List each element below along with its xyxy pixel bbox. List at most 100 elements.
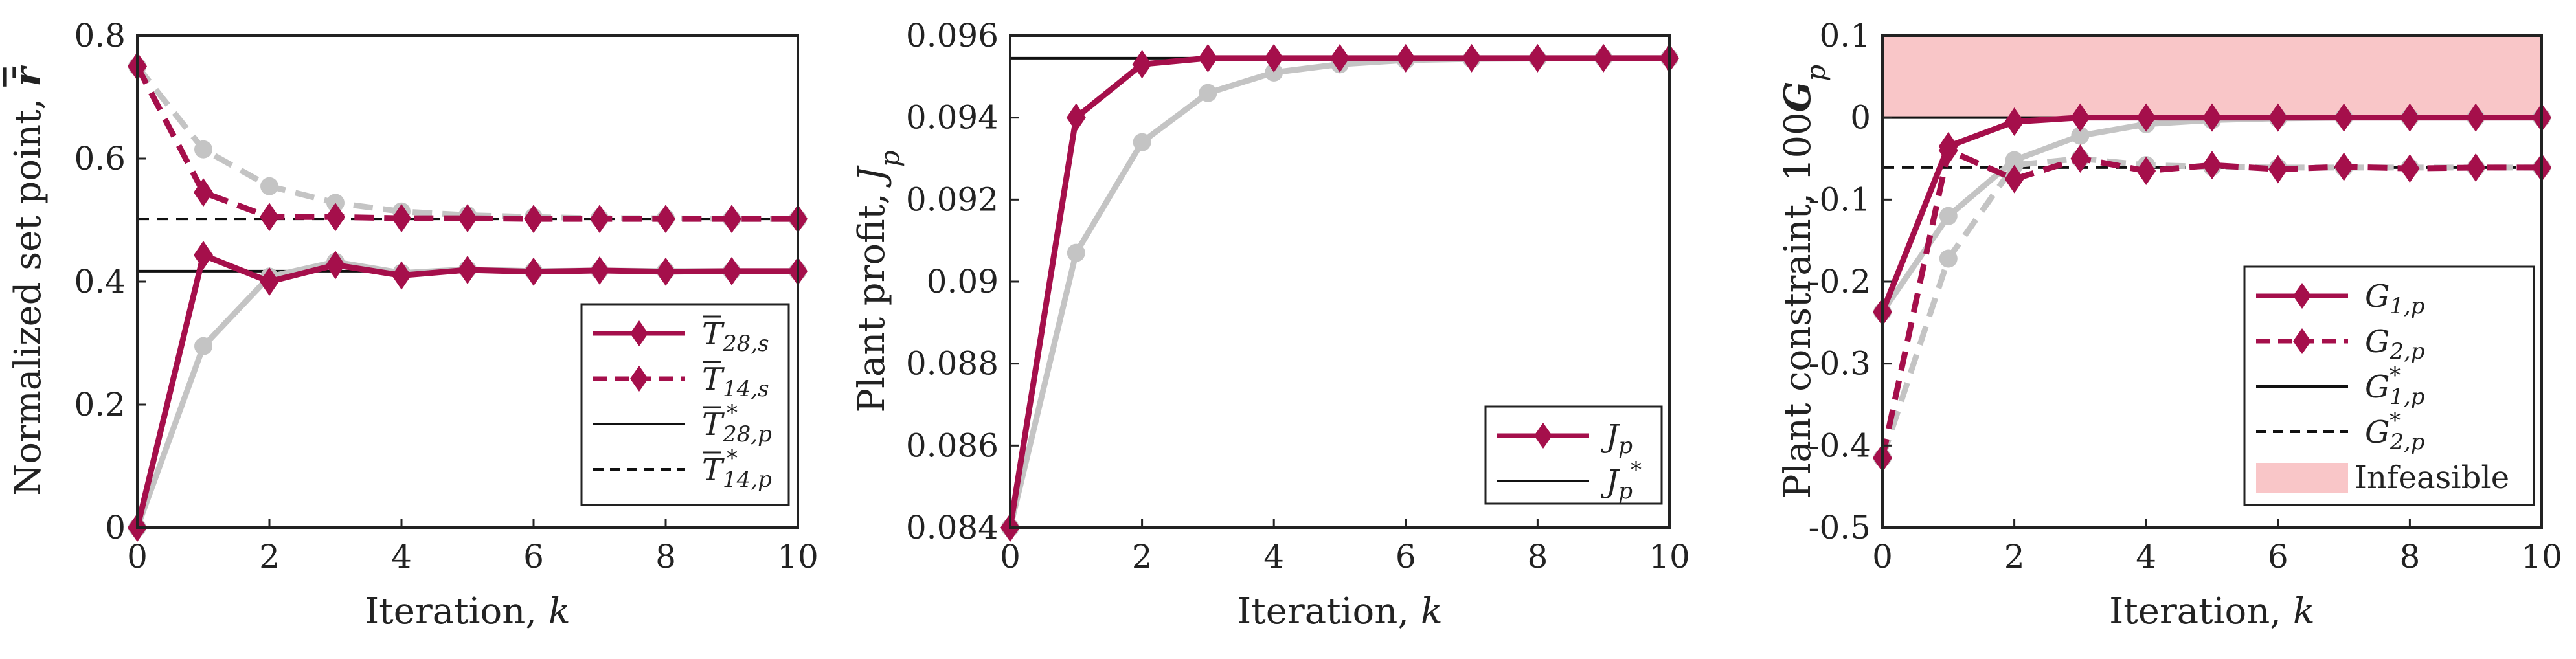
chart-panel-2: 0 2 4 6 8 10 0.084 0.086 0.088 0.09 0.092 0.094 0.09… [851, 17, 1690, 632]
legend-sup-3: * [2390, 363, 2401, 388]
data-point-3-2-9 [2466, 153, 2486, 182]
legend-label-2: G2,p [2365, 324, 2425, 364]
data-point-2-1-8 [1528, 43, 1548, 73]
data-point-1-2-2 [260, 203, 279, 232]
y-tick-label: -0.4 [1809, 427, 1871, 464]
legend-box [580, 303, 790, 506]
legend-3: G1,pG2,pG1,p*G2,p*Infeasible [2243, 265, 2535, 506]
legend-infeasible-swatch [2256, 463, 2348, 493]
legend-label-1: T28,s [702, 316, 769, 357]
legend-marker-1 [1534, 423, 1552, 449]
y-axis-label: Plant constraint, 100Gp [1776, 65, 1831, 498]
y-tick-label: 0 [1850, 99, 1871, 137]
data-point-1-1-4 [392, 261, 411, 290]
x-tick-label: 0 [1000, 538, 1021, 575]
data-point-1-1-8 [656, 257, 675, 286]
legend-label-3: G1,p [2365, 369, 2425, 410]
series-line-3-2 [1879, 147, 2542, 459]
x-tick-label: 4 [1263, 538, 1284, 575]
x-tick-label: 10 [1649, 538, 1690, 575]
x-tick-label: 10 [2521, 538, 2562, 575]
data-point-2-3-2 [1133, 133, 1151, 151]
y-axis-label: Normalized set point, r̄ [6, 65, 49, 496]
data-point-1-2-3 [326, 203, 345, 232]
data-point-3-2-3 [2070, 144, 2090, 173]
data-point-1-1-1 [194, 241, 213, 270]
legend-marker-2 [2293, 328, 2311, 354]
data-point-2-3-3 [1199, 84, 1217, 102]
data-point-3-1-5 [2202, 103, 2222, 132]
legend-marker-1 [2293, 283, 2311, 309]
data-point-2-1-9 [1594, 43, 1614, 73]
y-tick-label: 0.084 [906, 509, 999, 546]
legend-label-3: T28,p [702, 407, 772, 447]
legend-label-4: T14,p [702, 452, 772, 493]
legend-marker-1 [630, 320, 648, 346]
x-tick-label: 8 [1527, 538, 1548, 575]
data-point-2-1-6 [1395, 43, 1416, 73]
data-point-3-2-8 [2400, 154, 2420, 183]
data-point-3-2-5 [2202, 151, 2222, 180]
data-point-3-1-3 [2070, 103, 2090, 132]
data-point-3-2-4 [2136, 157, 2156, 185]
y-tick-label: 0.092 [906, 181, 999, 218]
data-point-1-2-4 [392, 204, 411, 233]
x-tick-label: 2 [259, 538, 280, 575]
data-point-1-2-5 [458, 204, 477, 233]
data-point-1-6-2 [260, 177, 278, 195]
y-tick-label: -0.5 [1809, 509, 1871, 546]
data-point-1-2-9 [722, 205, 741, 234]
series-1-2 [128, 52, 808, 234]
chart-panel-1: 0 2 4 6 8 10 0 0.2 0.4 0.6 0.8 Iteration, k Normaliz… [6, 17, 819, 632]
data-point-2-3-1 [1067, 243, 1085, 262]
x-tick-label: 10 [777, 538, 819, 575]
y-tick-label: 0.086 [906, 427, 999, 464]
y-tick-label: 0.2 [74, 386, 126, 423]
y-axis-label: Plant profit, Jp [851, 150, 905, 412]
data-point-1-2-6 [524, 205, 543, 234]
y-tick-label: 0.8 [74, 17, 126, 54]
x-tick-label: 2 [1132, 538, 1153, 575]
y-tick-label: 0.1 [1819, 17, 1871, 54]
data-point-3-2-7 [2334, 152, 2354, 181]
legend-label-4: G2,p [2365, 414, 2425, 455]
data-point-1-1-7 [590, 256, 609, 285]
data-point-1-6-1 [194, 140, 212, 159]
series-line-1-2 [135, 65, 798, 222]
data-point-1-2-1 [194, 178, 213, 207]
data-point-3-1-7 [2334, 103, 2354, 132]
x-tick-label: 4 [2136, 538, 2156, 575]
x-tick-label: 6 [1395, 538, 1416, 575]
y-tick-label: 0 [105, 509, 126, 546]
legend-sup-3: * [727, 400, 738, 426]
y-tick-label: -0.2 [1809, 263, 1871, 300]
legend-label-1: G1,p [2365, 278, 2425, 319]
data-point-1-2-7 [590, 205, 609, 234]
legend-sup-4: * [2390, 408, 2401, 434]
x-tick-label: 0 [1872, 538, 1893, 575]
data-point-1-1-6 [524, 257, 543, 286]
series-line-1-6 [135, 64, 798, 222]
data-point-3-1-2 [2004, 107, 2024, 136]
legend-sup-4: * [727, 445, 738, 471]
y-tick-label: -0.1 [1809, 181, 1871, 218]
data-point-3-1-8 [2400, 103, 2420, 132]
chart-panel-3: 0 2 4 6 8 10 -0.5 -0.4 -0.3 -0.2 -0.1 0 0.1 Iteration… [1776, 17, 2562, 632]
x-tick-label: 6 [2268, 538, 2288, 575]
data-point-3-6-1 [1939, 249, 1958, 268]
data-point-2-1-4 [1264, 43, 1284, 73]
data-point-3-2-2 [2004, 164, 2024, 194]
legend-marker-2 [630, 366, 648, 392]
series-3-2 [1873, 136, 2551, 473]
data-point-3-5-3 [2071, 126, 2090, 145]
y-tick-label: 0.4 [74, 263, 126, 300]
data-point-1-2-8 [656, 205, 675, 234]
data-point-2-3-4 [1265, 63, 1283, 82]
x-tick-label: 8 [2399, 538, 2420, 575]
data-point-2-1-5 [1330, 43, 1350, 73]
y-tick-label: 0.6 [74, 140, 126, 177]
